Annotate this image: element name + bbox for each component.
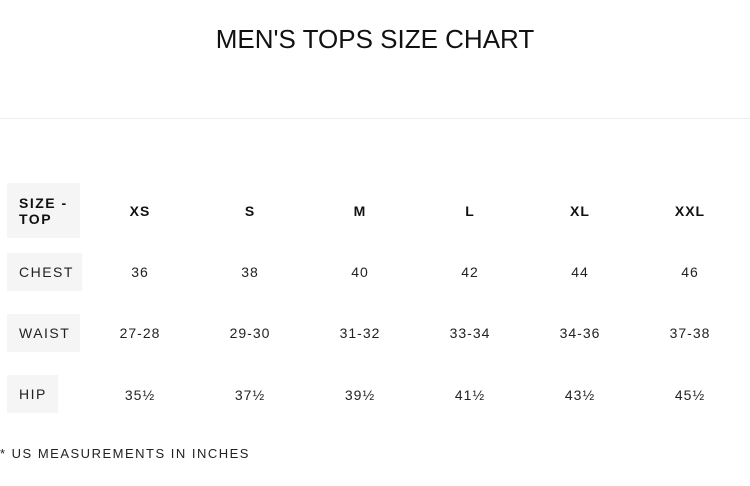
table-cell: 27-28 bbox=[119, 325, 161, 341]
table-cell: 39½ bbox=[344, 387, 376, 403]
table-cell: 37½ bbox=[234, 387, 266, 403]
table-cell: 44 bbox=[571, 264, 589, 280]
size-header: XXL bbox=[674, 203, 706, 219]
divider bbox=[0, 118, 750, 119]
size-header: XL bbox=[570, 203, 590, 219]
footnote: * US MEASUREMENTS IN INCHES bbox=[0, 446, 250, 461]
table-cell: 42 bbox=[461, 264, 479, 280]
table-cell: 33-34 bbox=[449, 325, 491, 341]
size-header: L bbox=[465, 203, 475, 219]
table-cell: 40 bbox=[351, 264, 369, 280]
table-cell: 43½ bbox=[564, 387, 596, 403]
table-cell: 37-38 bbox=[669, 325, 711, 341]
table-cell: 38 bbox=[241, 264, 259, 280]
table-cell: 36 bbox=[131, 264, 149, 280]
table-cell: 31-32 bbox=[339, 325, 381, 341]
row-label-hip: HIP bbox=[7, 375, 58, 413]
table-cell: 41½ bbox=[454, 387, 486, 403]
table-cell: 46 bbox=[681, 264, 699, 280]
size-header: M bbox=[353, 203, 367, 219]
table-cell: 29-30 bbox=[229, 325, 271, 341]
table-cell: 45½ bbox=[674, 387, 706, 403]
table-cell: 35½ bbox=[124, 387, 156, 403]
page-title: MEN'S TOPS SIZE CHART bbox=[215, 24, 535, 54]
size-header: S bbox=[244, 203, 256, 219]
table-cell: 34-36 bbox=[559, 325, 601, 341]
row-label-waist: WAIST bbox=[7, 314, 80, 352]
size-header: XS bbox=[129, 203, 151, 219]
row-label-chest: CHEST bbox=[7, 253, 82, 291]
header-label: SIZE - TOP bbox=[7, 183, 80, 238]
